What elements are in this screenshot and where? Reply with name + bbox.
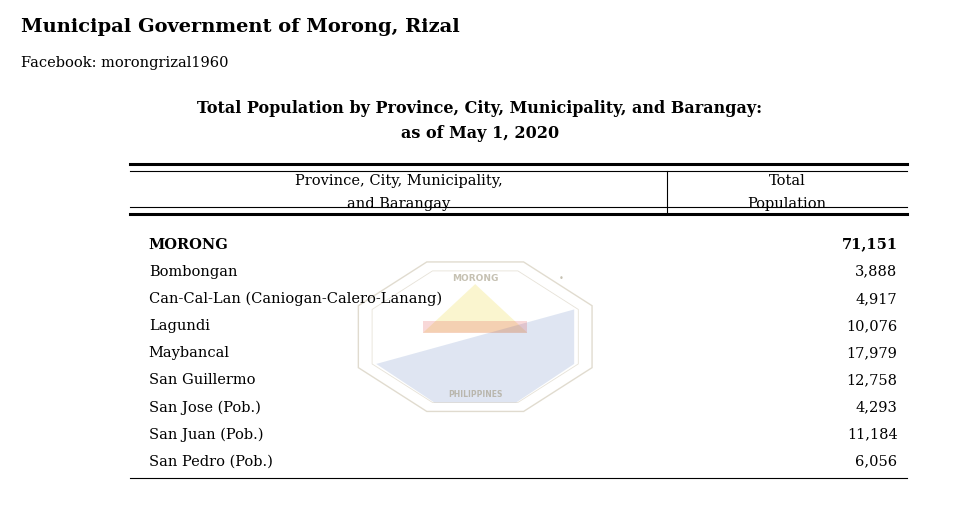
Text: 3,888: 3,888 xyxy=(855,265,898,279)
Text: San Pedro (Pob.): San Pedro (Pob.) xyxy=(149,455,273,469)
Text: MORONG: MORONG xyxy=(149,238,228,252)
Text: PHILIPPINES: PHILIPPINES xyxy=(448,390,502,399)
Text: Lagundi: Lagundi xyxy=(149,319,210,333)
Text: San Guillermo: San Guillermo xyxy=(149,373,255,387)
Text: Maybancal: Maybancal xyxy=(149,346,229,360)
Text: MORONG: MORONG xyxy=(452,274,498,283)
Text: 6,056: 6,056 xyxy=(855,455,898,469)
Text: Bombongan: Bombongan xyxy=(149,265,237,279)
Text: San Juan (Pob.): San Juan (Pob.) xyxy=(149,428,263,442)
Text: 4,917: 4,917 xyxy=(856,292,898,306)
Text: San Jose (Pob.): San Jose (Pob.) xyxy=(149,400,261,415)
Text: Population: Population xyxy=(748,197,827,211)
Text: Total Population by Province, City, Municipality, and Barangay:: Total Population by Province, City, Muni… xyxy=(198,100,762,117)
Text: Municipal Government of Morong, Rizal: Municipal Government of Morong, Rizal xyxy=(21,18,460,36)
Text: 4,293: 4,293 xyxy=(855,400,898,414)
Text: 71,151: 71,151 xyxy=(842,238,898,252)
Text: 10,076: 10,076 xyxy=(847,319,898,333)
Text: 12,758: 12,758 xyxy=(847,373,898,387)
Text: •: • xyxy=(559,274,564,283)
Text: and Barangay: and Barangay xyxy=(347,197,450,211)
Text: as of May 1, 2020: as of May 1, 2020 xyxy=(401,125,559,143)
Text: Total: Total xyxy=(769,174,805,188)
Text: Province, City, Municipality,: Province, City, Municipality, xyxy=(295,174,502,188)
Text: Can-Cal-Lan (Caniogan-Calero-Lanang): Can-Cal-Lan (Caniogan-Calero-Lanang) xyxy=(149,292,442,306)
Text: 11,184: 11,184 xyxy=(847,428,898,442)
Text: Facebook: morongrizal1960: Facebook: morongrizal1960 xyxy=(21,56,228,70)
Text: 17,979: 17,979 xyxy=(847,346,898,360)
